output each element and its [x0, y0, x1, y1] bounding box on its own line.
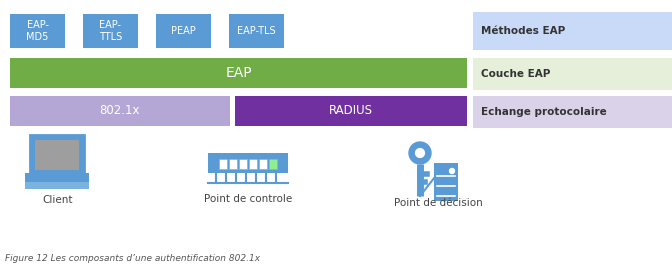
- FancyBboxPatch shape: [25, 182, 89, 189]
- FancyBboxPatch shape: [35, 140, 79, 170]
- FancyBboxPatch shape: [473, 96, 672, 128]
- Circle shape: [450, 169, 454, 173]
- FancyBboxPatch shape: [229, 159, 237, 169]
- Text: Echange protocolaire: Echange protocolaire: [481, 107, 607, 117]
- Circle shape: [415, 148, 425, 157]
- FancyBboxPatch shape: [25, 173, 89, 183]
- FancyBboxPatch shape: [10, 58, 467, 88]
- Text: EAP-
TTLS: EAP- TTLS: [99, 20, 122, 42]
- FancyBboxPatch shape: [249, 159, 257, 169]
- FancyBboxPatch shape: [30, 135, 84, 175]
- Text: Figure 12 Les composants d’une authentification 802.1x: Figure 12 Les composants d’une authentif…: [5, 254, 260, 263]
- FancyBboxPatch shape: [235, 96, 467, 126]
- Circle shape: [409, 142, 431, 164]
- Text: Point de controle: Point de controle: [204, 194, 292, 204]
- Text: RADIUS: RADIUS: [329, 105, 373, 117]
- Text: Point de décision: Point de décision: [394, 198, 482, 208]
- FancyBboxPatch shape: [10, 96, 230, 126]
- Text: EAP-TLS: EAP-TLS: [237, 26, 276, 36]
- FancyBboxPatch shape: [208, 153, 288, 173]
- FancyBboxPatch shape: [229, 14, 284, 48]
- FancyBboxPatch shape: [473, 12, 672, 50]
- FancyBboxPatch shape: [83, 14, 138, 48]
- Text: Couche EAP: Couche EAP: [481, 69, 550, 79]
- Text: Méthodes EAP: Méthodes EAP: [481, 26, 565, 36]
- Text: Client: Client: [43, 195, 73, 205]
- FancyBboxPatch shape: [434, 163, 458, 201]
- FancyBboxPatch shape: [10, 14, 65, 48]
- Text: EAP-
MD5: EAP- MD5: [26, 20, 48, 42]
- FancyBboxPatch shape: [219, 159, 227, 169]
- FancyBboxPatch shape: [239, 159, 247, 169]
- Text: EAP: EAP: [225, 66, 252, 80]
- FancyBboxPatch shape: [269, 159, 277, 169]
- Text: PEAP: PEAP: [171, 26, 196, 36]
- FancyBboxPatch shape: [259, 159, 267, 169]
- FancyBboxPatch shape: [156, 14, 211, 48]
- Text: 802.1x: 802.1x: [99, 105, 140, 117]
- FancyBboxPatch shape: [473, 58, 672, 90]
